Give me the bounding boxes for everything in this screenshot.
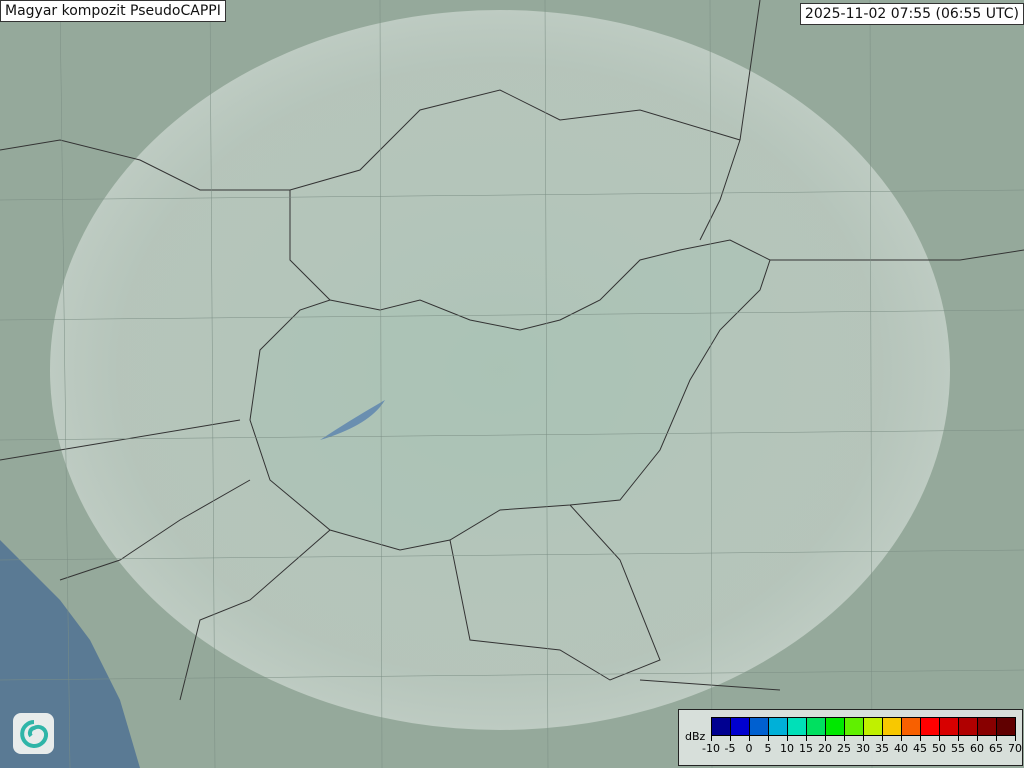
legend-tick-mark (711, 736, 712, 741)
legend-swatch (902, 718, 921, 735)
legend-tick-label: 30 (856, 742, 870, 755)
legend-tick-label: 45 (913, 742, 927, 755)
legend-tick-mark (939, 736, 940, 741)
legend-swatch (921, 718, 940, 735)
adriatic-sea (0, 540, 140, 768)
legend-tick-label: 70 (1008, 742, 1022, 755)
timestamp: 2025-11-02 07:55 (06:55 UTC) (799, 3, 1024, 25)
legend-tick-label: 35 (875, 742, 889, 755)
legend-swatch (750, 718, 769, 735)
legend-swatch (731, 718, 750, 735)
legend-swatch (959, 718, 978, 735)
legend-swatch (978, 718, 997, 735)
legend-tick-mark (1015, 736, 1016, 741)
hungary-region (250, 240, 770, 550)
swirl-logo-icon (13, 713, 54, 754)
legend-tick-label: 15 (799, 742, 813, 755)
legend-tick-mark (882, 736, 883, 741)
legend-tick-mark (996, 736, 997, 741)
legend-tick-label: -10 (702, 742, 720, 755)
legend-tick-label: 10 (780, 742, 794, 755)
legend-tick-label: 40 (894, 742, 908, 755)
legend-tick-mark (825, 736, 826, 741)
map-title: Magyar kompozit PseudoCAPPI (0, 0, 226, 22)
legend-swatch (940, 718, 959, 735)
lake-balaton (320, 400, 385, 440)
legend-tick-mark (977, 736, 978, 741)
legend-tick-label: 50 (932, 742, 946, 755)
legend-tick-mark (806, 736, 807, 741)
legend-tick-label: 55 (951, 742, 965, 755)
legend-swatch (864, 718, 883, 735)
legend-tick-mark (749, 736, 750, 741)
legend-tick-label: 5 (764, 742, 772, 755)
legend-tick-mark (958, 736, 959, 741)
legend-tick-mark (787, 736, 788, 741)
legend-swatch (788, 718, 807, 735)
legend-swatch (997, 718, 1015, 735)
legend-tick-mark (863, 736, 864, 741)
legend-color-scale (711, 717, 1016, 736)
legend-swatch (807, 718, 826, 735)
legend-swatch (826, 718, 845, 735)
legend-ticks: -10 -5 0 5 10 15 20 25 30 35 40 45 50 55 60 65 70 (702, 736, 1022, 764)
country-borders (0, 0, 1024, 701)
legend-swatch (712, 718, 731, 735)
legend-swatch (845, 718, 864, 735)
legend-tick-label: 65 (989, 742, 1003, 755)
legend-tick-mark (730, 736, 731, 741)
legend-tick-label: 0 (745, 742, 753, 755)
hungary-border (249, 239, 771, 551)
legend-tick-label: 20 (818, 742, 832, 755)
legend-swatch (883, 718, 902, 735)
legend-tick-mark (844, 736, 845, 741)
dbz-legend: dBz -10 -5 0 5 10 15 20 25 30 35 40 45 50 55 60 65 70 (678, 709, 1023, 766)
legend-tick-mark (768, 736, 769, 741)
legend-tick-mark (901, 736, 902, 741)
legend-unit: dBz (685, 730, 706, 743)
legend-tick-label: 25 (837, 742, 851, 755)
legend-tick-mark (920, 736, 921, 741)
legend-swatch (769, 718, 788, 735)
legend-tick-label: 60 (970, 742, 984, 755)
legend-tick-label: -5 (724, 742, 736, 755)
